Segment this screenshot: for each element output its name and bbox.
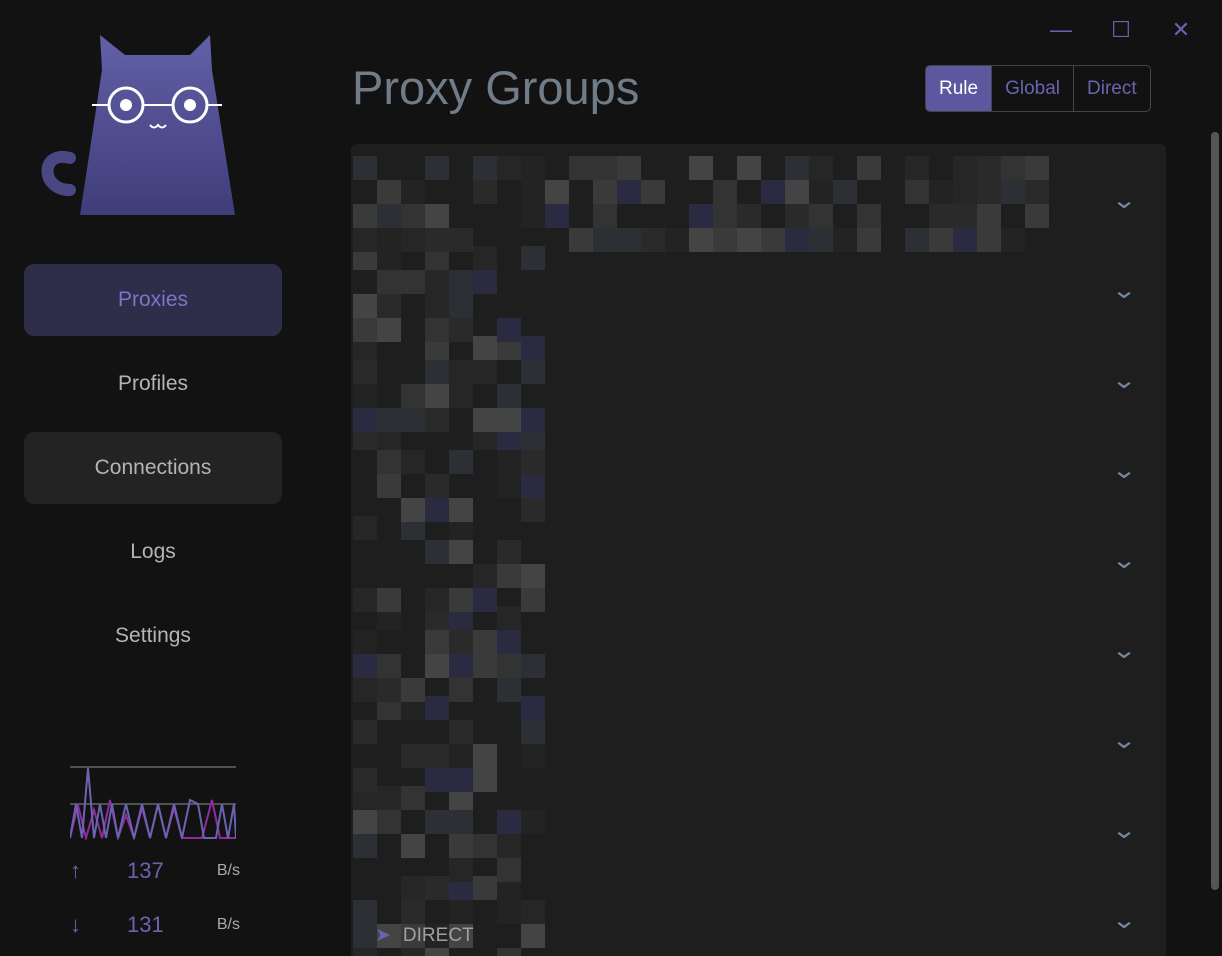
upload-speed: ↑ 137 B/s	[70, 858, 240, 884]
proxy-group[interactable]: ⌄	[351, 606, 1166, 702]
chevron-down-icon[interactable]: ⌄	[1110, 547, 1138, 574]
close-button[interactable]: ✕	[1171, 17, 1191, 42]
sidebar-item-profiles[interactable]: Profiles	[117, 372, 189, 395]
proxy-groups-list: ⌄ ⌄ ⌄ ⌄ ⌄ ⌄ ⌄ ⌄ ⌄ ➤ DIRECT	[351, 144, 1166, 956]
upload-line	[70, 767, 236, 839]
send-icon: ➤	[375, 925, 391, 946]
download-speed: ↓ 131 B/s	[70, 912, 240, 938]
traffic-graph	[70, 766, 236, 840]
download-unit: B/s	[216, 916, 240, 933]
proxy-name: DIRECT	[402, 924, 474, 946]
sidebar-item-connections[interactable]: Connections	[24, 432, 282, 504]
proxy-group[interactable]: ⌄	[351, 156, 1166, 252]
chevron-down-icon[interactable]: ⌄	[1110, 907, 1138, 934]
maximize-button[interactable]: ☐	[1111, 17, 1131, 42]
chevron-down-icon[interactable]: ⌄	[1110, 187, 1138, 214]
chevron-down-icon[interactable]: ⌄	[1110, 457, 1138, 484]
chevron-down-icon[interactable]: ⌄	[1110, 277, 1138, 304]
page-title: Proxy Groups	[352, 61, 640, 114]
sidebar-item-settings[interactable]: Settings	[115, 624, 191, 647]
proxy-item-direct[interactable]: ➤ DIRECT	[375, 924, 474, 947]
sidebar-item-proxies[interactable]: Proxies	[24, 264, 282, 336]
proxy-group[interactable]: ⌄	[351, 516, 1166, 612]
sidebar: Proxies Profiles Connections Logs Settin…	[0, 0, 305, 956]
chevron-down-icon[interactable]: ⌄	[1110, 817, 1138, 844]
mode-direct-button[interactable]: Direct	[1073, 66, 1150, 111]
chevron-down-icon[interactable]: ⌄	[1110, 727, 1138, 754]
proxy-group[interactable]: ⌄	[351, 426, 1166, 522]
arrow-down-icon: ↓	[70, 912, 81, 937]
minimize-button[interactable]: —	[1050, 17, 1072, 42]
mode-global-button[interactable]: Global	[991, 66, 1073, 111]
proxy-group[interactable]: ⌄	[351, 336, 1166, 432]
upload-value: 137	[127, 858, 164, 883]
proxy-group[interactable]: ⌄	[351, 696, 1166, 792]
upload-unit: B/s	[216, 862, 240, 879]
proxy-group[interactable]: ⌄	[351, 246, 1166, 342]
proxy-group[interactable]: ⌄	[351, 786, 1166, 882]
mode-switch: Rule Global Direct	[925, 65, 1151, 112]
mode-rule-button[interactable]: Rule	[926, 66, 992, 111]
cat-logo	[41, 35, 235, 215]
sidebar-item-logs[interactable]: Logs	[130, 540, 176, 563]
chevron-down-icon[interactable]: ⌄	[1110, 637, 1138, 664]
download-value: 131	[127, 912, 164, 937]
arrow-up-icon: ↑	[70, 858, 81, 883]
scrollbar[interactable]	[1211, 132, 1219, 890]
chevron-down-icon[interactable]: ⌄	[1110, 367, 1138, 394]
